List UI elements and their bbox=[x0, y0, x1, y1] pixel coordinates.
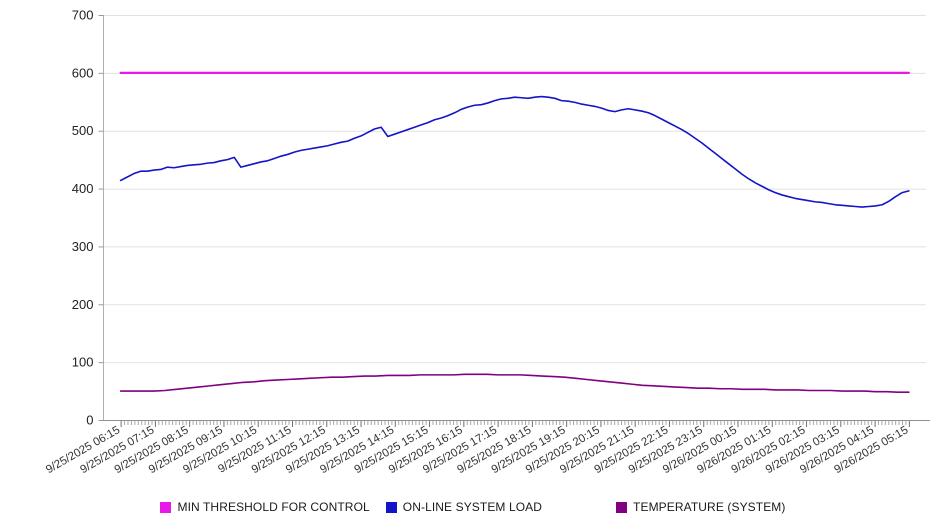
legend-swatch-icon-online-system-load bbox=[385, 501, 397, 513]
y-axis-tick-label: 600 bbox=[72, 65, 94, 80]
x-axis-tick-marks bbox=[120, 421, 910, 427]
y-axis-tick-label: 100 bbox=[72, 355, 94, 370]
x-axis-tick-labels: 9/25/2025 06:159/25/2025 07:159/25/2025 … bbox=[44, 424, 910, 476]
y-axis-tick-label: 500 bbox=[72, 123, 94, 138]
line-chart: 0 100 200 300 400 500 600 700 9/25/2025 06:159/… bbox=[44, 8, 930, 476]
gridlines bbox=[103, 15, 926, 364]
y-axis-tick-label: 300 bbox=[72, 239, 94, 254]
series-line bbox=[119, 373, 910, 394]
y-axis-tick-marks bbox=[98, 15, 104, 421]
y-axis-tick-label: 400 bbox=[72, 181, 94, 196]
legend-swatch-icon-min-threshold bbox=[160, 501, 172, 513]
y-axis-tick-label: 200 bbox=[72, 297, 94, 312]
y-axis-tick-labels: 0 100 200 300 400 500 600 700 bbox=[72, 8, 94, 428]
legend-item-min-threshold[interactable]: MIN THRESHOLD FOR CONTROL bbox=[160, 500, 370, 514]
legend-swatch-icon-temperature-system bbox=[616, 501, 628, 513]
data-series-lines bbox=[119, 71, 910, 394]
legend-label-temperature-system: TEMPERATURE (SYSTEM) bbox=[633, 500, 786, 514]
legend-label-online-system-load: ON-LINE SYSTEM LOAD bbox=[402, 500, 543, 514]
series-line bbox=[119, 95, 910, 208]
legend-item-online-system-load[interactable]: ON-LINE SYSTEM LOAD bbox=[385, 500, 543, 514]
chart-legend: MIN THRESHOLD FOR CONTROL ON-LINE SYSTEM… bbox=[0, 496, 946, 518]
y-axis-tick-label: 0 bbox=[86, 413, 93, 428]
legend-label-min-threshold: MIN THRESHOLD FOR CONTROL bbox=[177, 500, 370, 514]
y-axis-tick-label: 700 bbox=[72, 8, 94, 23]
legend-item-temperature-system[interactable]: TEMPERATURE (SYSTEM) bbox=[616, 500, 785, 514]
